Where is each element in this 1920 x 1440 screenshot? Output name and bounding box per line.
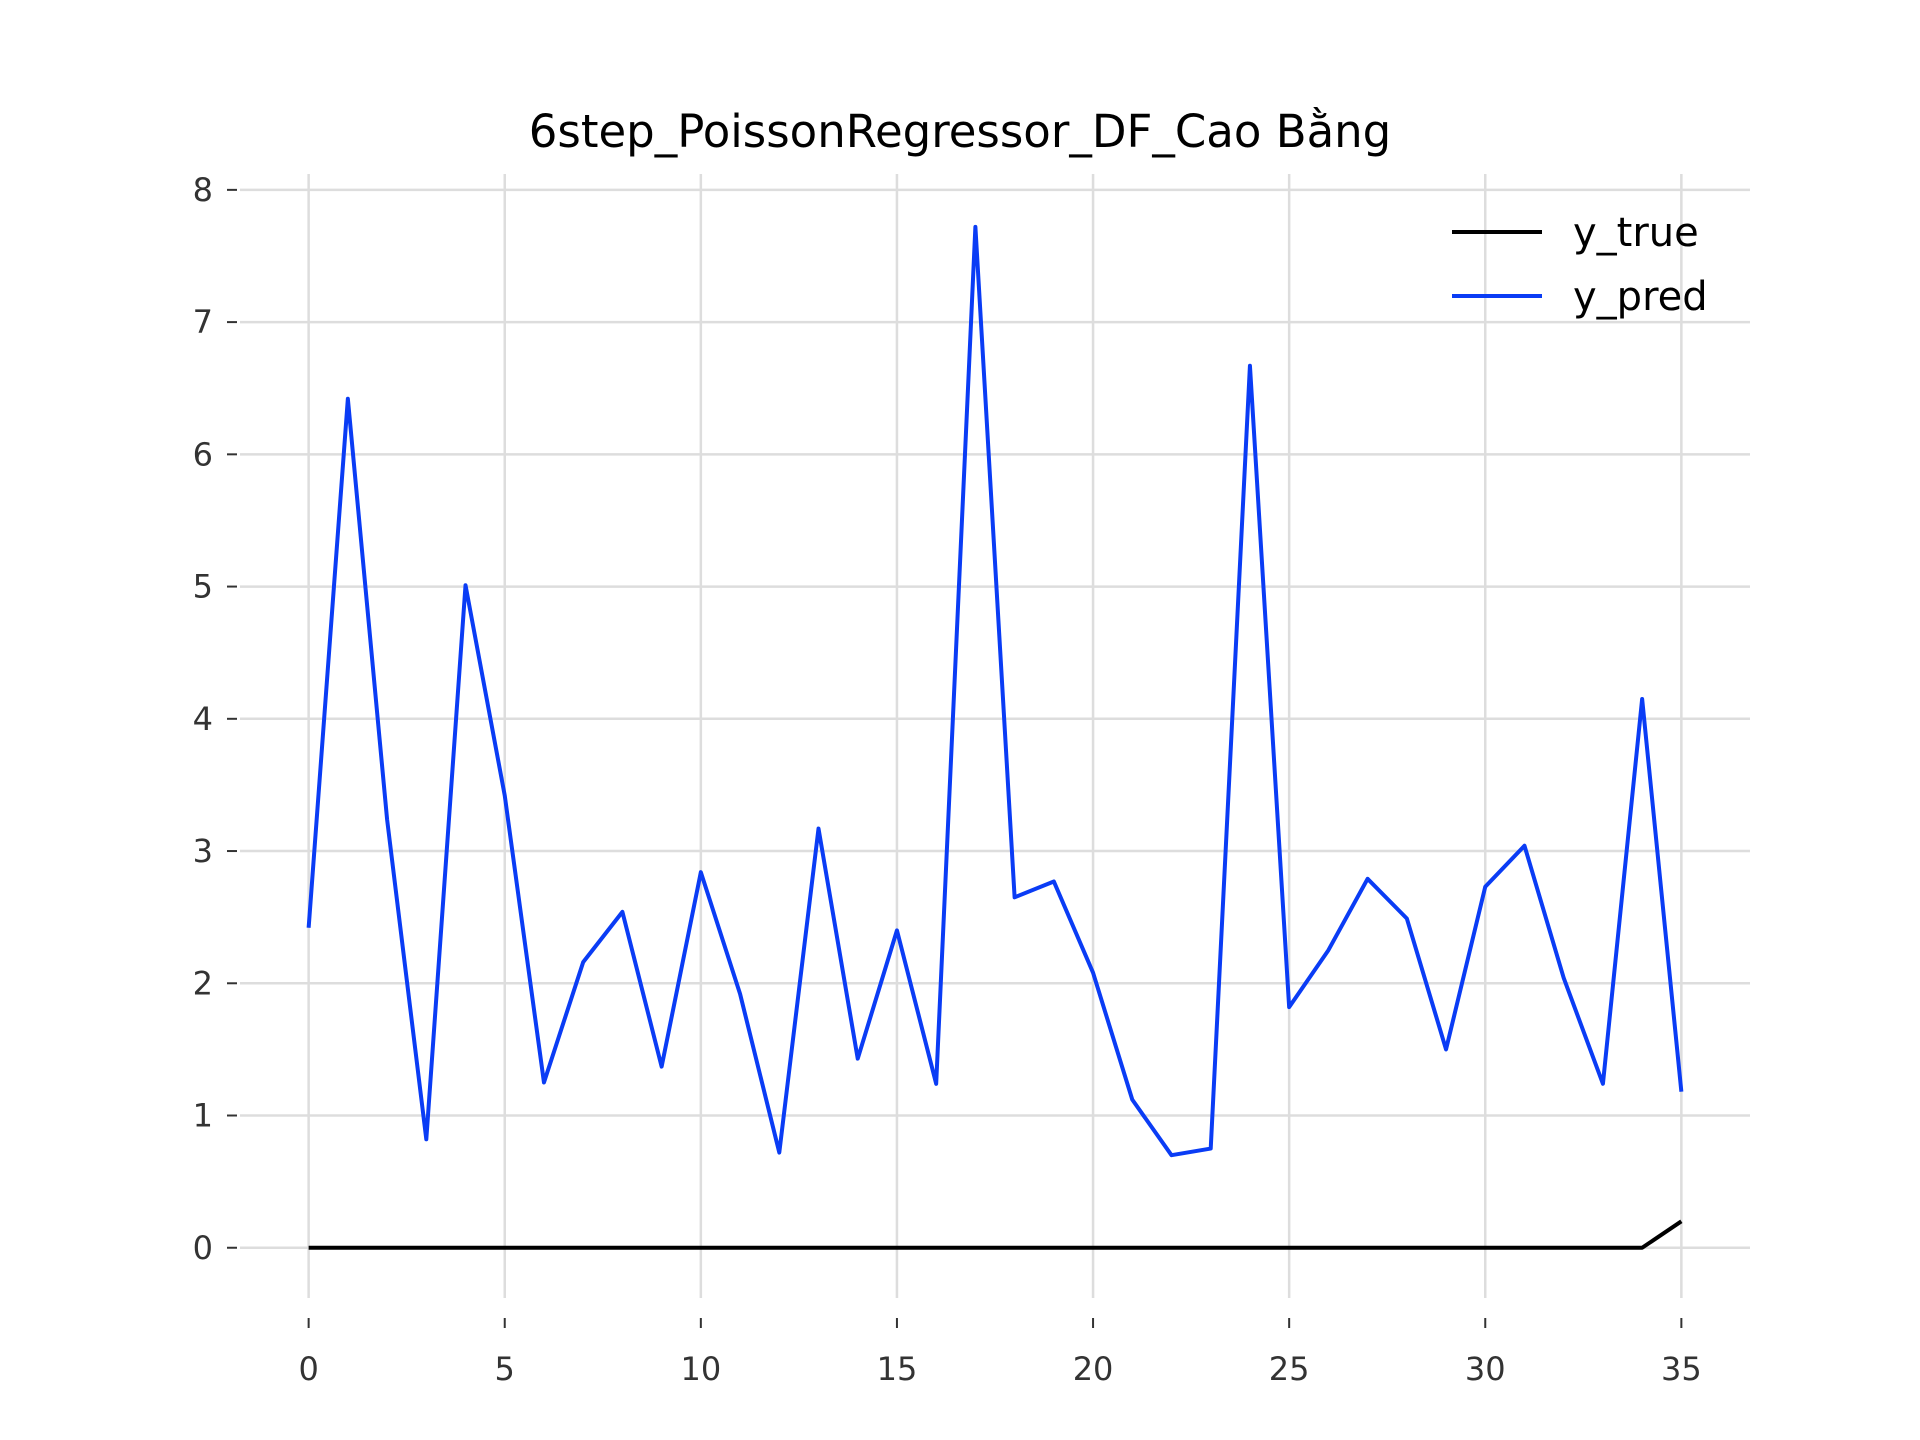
- x-tick-label: 20: [1073, 1350, 1114, 1388]
- y-tick-label: 4: [193, 700, 213, 738]
- x-tick-label: 25: [1269, 1350, 1310, 1388]
- x-tick-label: 10: [680, 1350, 721, 1388]
- x-tick-label: 30: [1465, 1350, 1506, 1388]
- y-tick-label: 1: [193, 1097, 213, 1135]
- axes: 0 5 10 15 20 25 30 35 0 1 2 3 4 5 6 7 8: [193, 171, 1702, 1388]
- x-tick-label: 5: [495, 1350, 515, 1388]
- y-tick-label: 7: [193, 303, 213, 341]
- y-tick-label: 8: [193, 171, 213, 209]
- x-tick-label: 15: [877, 1350, 918, 1388]
- legend-label: y_pred: [1573, 274, 1708, 320]
- plot-area: [306, 224, 1684, 1250]
- legend-label: y_true: [1573, 210, 1699, 256]
- y-tick-label: 6: [193, 435, 213, 473]
- series-y-pred: [306, 224, 1684, 1158]
- grid: [240, 174, 1750, 1298]
- y-tick-label: 5: [193, 568, 213, 606]
- x-tick-label: 0: [298, 1350, 318, 1388]
- y-tick-label: 2: [193, 964, 213, 1002]
- series-line-y-true: [308, 1219, 1683, 1250]
- y-tick-label: 3: [193, 832, 213, 870]
- chart-title: 6step_PoissonRegressor_DF_Cao Bằng: [529, 105, 1392, 158]
- series-line-y-pred: [306, 224, 1684, 1158]
- y-tick-label: 0: [193, 1229, 213, 1267]
- x-tick-label: 35: [1661, 1350, 1702, 1388]
- legend: y_true y_pred: [1452, 210, 1708, 320]
- series-y-true: [308, 1219, 1683, 1250]
